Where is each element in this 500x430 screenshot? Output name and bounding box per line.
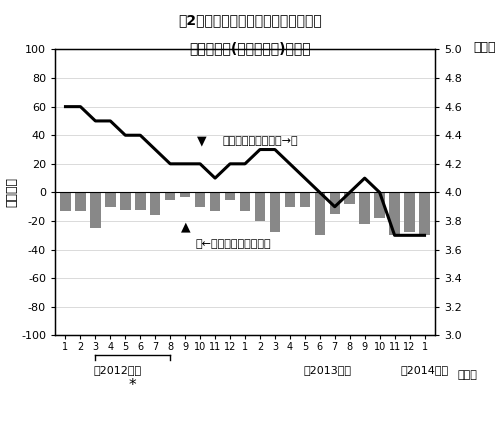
Text: 図2　完全失業者の対前年同月増減と: 図2 完全失業者の対前年同月増減と: [178, 13, 322, 27]
Bar: [75, 193, 86, 211]
Text: ▲: ▲: [182, 220, 191, 233]
Bar: [195, 193, 205, 207]
Bar: [330, 193, 340, 214]
Bar: [240, 193, 250, 211]
Text: 完全失業率(季節調整値)の推移: 完全失業率(季節調整値)の推移: [189, 41, 311, 55]
Bar: [210, 193, 220, 211]
Text: （2012年）: （2012年）: [94, 366, 142, 375]
Bar: [420, 193, 430, 235]
Text: （2014年）: （2014年）: [400, 366, 448, 375]
Text: *: *: [129, 378, 136, 393]
Bar: [180, 193, 190, 197]
Text: ▼: ▼: [196, 135, 206, 147]
Text: （月）: （月）: [458, 370, 477, 380]
Text: （←左目盛）完全失業者: （←左目盛）完全失業者: [196, 239, 271, 249]
Y-axis label: （％）: （％）: [473, 41, 496, 54]
Bar: [150, 193, 160, 215]
Bar: [300, 193, 310, 207]
Bar: [60, 193, 70, 211]
Bar: [374, 193, 385, 218]
Bar: [284, 193, 295, 207]
Bar: [404, 193, 415, 233]
Bar: [225, 193, 235, 200]
Bar: [165, 193, 175, 200]
Text: 完全失業率（右目盛→）: 完全失業率（右目盛→）: [222, 136, 298, 146]
Bar: [120, 193, 130, 209]
Bar: [270, 193, 280, 233]
Bar: [135, 193, 145, 209]
Bar: [254, 193, 265, 221]
Text: （2013年）: （2013年）: [304, 366, 352, 375]
Bar: [105, 193, 116, 207]
Bar: [344, 193, 355, 204]
Bar: [390, 193, 400, 235]
Bar: [360, 193, 370, 224]
Bar: [90, 193, 101, 228]
Y-axis label: （万人）: （万人）: [5, 178, 18, 207]
Bar: [314, 193, 325, 235]
